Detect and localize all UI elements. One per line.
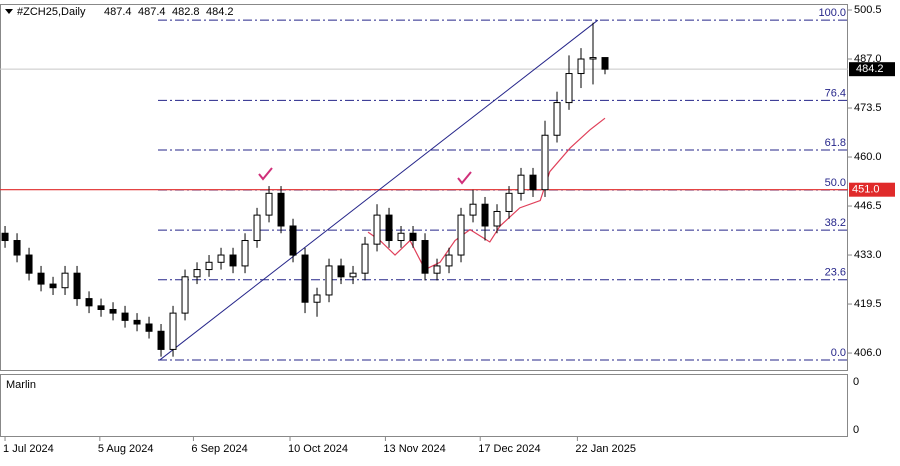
y-tick-label: 433.0 [854, 249, 882, 261]
price-box [849, 182, 895, 197]
price-box [849, 62, 895, 77]
indicator-line [367, 117, 606, 271]
check-mark [457, 171, 472, 185]
x-tick-label: 6 Sep 2024 [191, 443, 247, 455]
main-panel [0, 4, 848, 371]
candle-body [409, 232, 417, 242]
candle-body [37, 272, 45, 285]
y-tick-label: 446.5 [854, 200, 882, 212]
check-mark [258, 167, 273, 181]
candle-body [121, 312, 129, 321]
candle-body [481, 203, 489, 227]
candle-body [397, 232, 405, 242]
trend-line [159, 19, 599, 361]
candle-body [313, 294, 321, 303]
y-tick-label: 460.0 [854, 151, 882, 163]
price-box-label: 484.2 [856, 63, 884, 75]
candle-body [97, 305, 105, 310]
candle-body [253, 214, 261, 242]
candle-body [493, 210, 501, 227]
y-tick-label: 487.0 [854, 53, 882, 65]
candle-body [577, 58, 585, 75]
candle-body [445, 254, 453, 267]
candle-body [541, 134, 549, 191]
symbol: #ZCH25,Daily [17, 6, 86, 18]
candle-body [169, 312, 177, 350]
candle-body [421, 240, 429, 274]
candle-body [505, 192, 513, 212]
y-tick-label: 419.5 [854, 298, 882, 310]
candle-body [61, 272, 69, 289]
x-tick-label: 17 Dec 2024 [478, 443, 540, 455]
fib-label: 76.4 [825, 87, 846, 99]
candle-body [517, 174, 525, 194]
candle-body [157, 330, 165, 350]
x-tick-label: 10 Oct 2024 [288, 443, 348, 455]
candle-body [457, 214, 465, 256]
fib-label: 0.0 [831, 347, 846, 359]
fib-label: 100.0 [818, 7, 846, 19]
fib-label: 61.8 [825, 137, 846, 149]
fib-label: 23.6 [825, 267, 846, 279]
candle-body [565, 73, 573, 104]
candle-body [553, 102, 561, 136]
fib-label: 50.0 [825, 177, 846, 189]
ohlc-high: 487.4 [138, 6, 166, 18]
candle-body [529, 174, 537, 191]
panel-title: Marlin [6, 379, 36, 391]
candle-body [601, 57, 609, 70]
candle-body [193, 269, 201, 278]
candle-body [229, 254, 237, 267]
x-tick-label: 22 Jan 2025 [575, 443, 636, 455]
candle-body [385, 214, 393, 242]
ohlc-close: 484.2 [206, 6, 234, 18]
candle-body [73, 272, 81, 300]
candle-body [589, 57, 597, 60]
x-tick-label: 1 Jul 2024 [3, 443, 54, 455]
panel-tick-label: 0 [853, 424, 859, 436]
fib-label: 38.2 [825, 217, 846, 229]
y-tick-label: 406.0 [854, 347, 882, 359]
candle-body [265, 192, 273, 216]
candle-body [469, 203, 477, 216]
candle-body [241, 240, 249, 267]
ohlc-open: 487.4 [104, 6, 132, 18]
candle-body [181, 276, 189, 314]
x-tick-label: 13 Nov 2024 [383, 443, 445, 455]
panel-tick-label: 0 [853, 376, 859, 388]
x-tick-label: 5 Aug 2024 [98, 443, 154, 455]
candle-body [373, 214, 381, 245]
indicator-panel [0, 374, 848, 437]
y-tick-label: 500.5 [854, 4, 882, 16]
candle-body [85, 298, 93, 307]
candle-body [49, 283, 57, 289]
candle-body [277, 192, 285, 227]
candle-body [325, 265, 333, 296]
candle-body [433, 265, 441, 274]
ohlc-low: 482.8 [172, 6, 200, 18]
candle-body [361, 243, 369, 274]
candle-body [301, 254, 309, 303]
candle-body [145, 323, 153, 332]
menu-icon[interactable] [5, 9, 13, 14]
candle-body [109, 308, 117, 314]
candle-body [289, 225, 297, 256]
candle-body [205, 261, 213, 271]
candle-body [25, 254, 33, 274]
y-tick-label: 473.5 [854, 102, 882, 114]
candle-body [349, 272, 357, 278]
candle-body [217, 254, 225, 263]
candle-body [1, 232, 9, 242]
candle-body [13, 240, 21, 256]
candle-body [133, 319, 141, 325]
price-box-label: 451.0 [852, 184, 880, 196]
candle-body [337, 265, 345, 278]
